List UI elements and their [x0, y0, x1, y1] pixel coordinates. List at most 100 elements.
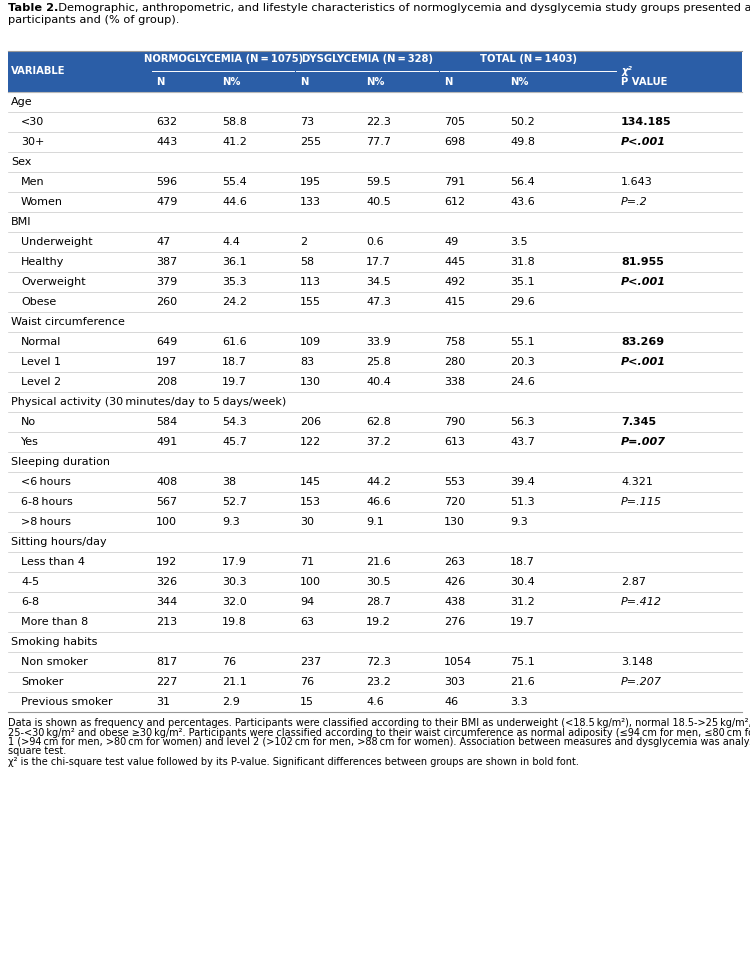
Text: 58: 58 — [300, 257, 314, 267]
Text: Smoking habits: Smoking habits — [11, 637, 98, 647]
Bar — [8, 692, 742, 712]
Text: 30.3: 30.3 — [222, 577, 247, 587]
Text: 553: 553 — [444, 477, 465, 487]
Text: 7.345: 7.345 — [621, 417, 656, 427]
Text: 3.3: 3.3 — [510, 697, 528, 707]
Text: P VALUE: P VALUE — [621, 77, 668, 87]
Text: 479: 479 — [156, 197, 177, 207]
Text: 83.269: 83.269 — [621, 337, 664, 347]
Text: <6 hours: <6 hours — [21, 477, 70, 487]
Text: 56.3: 56.3 — [510, 417, 535, 427]
Text: 55.4: 55.4 — [222, 177, 247, 187]
Text: square test.: square test. — [8, 746, 66, 757]
Text: 55.1: 55.1 — [510, 337, 535, 347]
Text: 130: 130 — [444, 517, 465, 527]
Text: 817: 817 — [156, 657, 177, 667]
Bar — [8, 332, 742, 352]
Text: Sitting hours/day: Sitting hours/day — [11, 537, 106, 547]
Text: 790: 790 — [444, 417, 465, 427]
Text: 4-5: 4-5 — [21, 577, 39, 587]
Text: N%: N% — [510, 77, 529, 87]
Text: 260: 260 — [156, 297, 177, 307]
Text: 40.5: 40.5 — [366, 197, 391, 207]
Text: 35.1: 35.1 — [510, 277, 535, 287]
Text: 41.2: 41.2 — [222, 137, 247, 147]
Bar — [8, 412, 742, 432]
Text: 25.8: 25.8 — [366, 357, 391, 367]
Text: 23.2: 23.2 — [366, 677, 391, 687]
Text: Healthy: Healthy — [21, 257, 64, 267]
Text: 46.6: 46.6 — [366, 497, 391, 507]
Text: 46: 46 — [444, 697, 458, 707]
Text: 15: 15 — [300, 697, 314, 707]
Text: 649: 649 — [156, 337, 177, 347]
Text: Normal: Normal — [21, 337, 62, 347]
Bar — [8, 552, 742, 572]
Text: 33.9: 33.9 — [366, 337, 391, 347]
Text: 100: 100 — [156, 517, 177, 527]
Text: 18.7: 18.7 — [510, 557, 535, 567]
Text: 63: 63 — [300, 617, 314, 627]
Text: 31: 31 — [156, 697, 170, 707]
Text: 720: 720 — [444, 497, 465, 507]
Text: Level 1: Level 1 — [21, 357, 61, 367]
Text: 71: 71 — [300, 557, 314, 567]
Text: 122: 122 — [300, 437, 321, 447]
Text: 39.4: 39.4 — [510, 477, 535, 487]
Text: 426: 426 — [444, 577, 465, 587]
Text: P=.207: P=.207 — [621, 677, 662, 687]
Text: 35.3: 35.3 — [222, 277, 247, 287]
Text: 37.2: 37.2 — [366, 437, 391, 447]
Text: 54.3: 54.3 — [222, 417, 247, 427]
Text: 47.3: 47.3 — [366, 297, 391, 307]
Text: 6-8 hours: 6-8 hours — [21, 497, 73, 507]
Text: 1 (>94 cm for men, >80 cm for women) and level 2 (>102 cm for men, >88 cm for wo: 1 (>94 cm for men, >80 cm for women) and… — [8, 737, 750, 747]
Text: 2.9: 2.9 — [222, 697, 240, 707]
Text: Data is shown as frequency and percentages. Participants were classified accordi: Data is shown as frequency and percentag… — [8, 718, 750, 728]
Bar — [8, 612, 742, 632]
Bar — [8, 152, 742, 172]
Text: 49: 49 — [444, 237, 458, 247]
Bar — [8, 92, 742, 112]
Text: P=.412: P=.412 — [621, 597, 662, 607]
Text: 22.3: 22.3 — [366, 117, 391, 127]
Text: 24.6: 24.6 — [510, 377, 535, 387]
Text: Men: Men — [21, 177, 45, 187]
Text: 28.7: 28.7 — [366, 597, 391, 607]
Text: 21.1: 21.1 — [222, 677, 247, 687]
Text: 29.6: 29.6 — [510, 297, 535, 307]
Text: 19.2: 19.2 — [366, 617, 391, 627]
Text: 227: 227 — [156, 677, 177, 687]
Text: 705: 705 — [444, 117, 465, 127]
Text: Sex: Sex — [11, 157, 32, 167]
Text: Previous smoker: Previous smoker — [21, 697, 112, 707]
Text: <30: <30 — [21, 117, 44, 127]
Text: 21.6: 21.6 — [510, 677, 535, 687]
Text: 276: 276 — [444, 617, 465, 627]
Text: 303: 303 — [444, 677, 465, 687]
Text: 9.3: 9.3 — [222, 517, 240, 527]
Text: Sleeping duration: Sleeping duration — [11, 457, 110, 467]
Text: 134.185: 134.185 — [621, 117, 672, 127]
Text: 38: 38 — [222, 477, 236, 487]
Text: 387: 387 — [156, 257, 177, 267]
Text: 56.4: 56.4 — [510, 177, 535, 187]
Bar — [8, 672, 742, 692]
Text: 9.1: 9.1 — [366, 517, 384, 527]
Text: 40.4: 40.4 — [366, 377, 391, 387]
Text: Table 2.: Table 2. — [8, 3, 58, 13]
Text: Smoker: Smoker — [21, 677, 63, 687]
Text: Less than 4: Less than 4 — [21, 557, 85, 567]
Text: VARIABLE: VARIABLE — [11, 66, 65, 77]
Text: 408: 408 — [156, 477, 177, 487]
Text: 612: 612 — [444, 197, 465, 207]
Text: 49.8: 49.8 — [510, 137, 535, 147]
Text: 613: 613 — [444, 437, 465, 447]
Text: 44.6: 44.6 — [222, 197, 247, 207]
Text: N%: N% — [222, 77, 241, 87]
Bar — [8, 492, 742, 512]
Text: N: N — [444, 77, 452, 87]
Text: 153: 153 — [300, 497, 321, 507]
Text: 72.3: 72.3 — [366, 657, 391, 667]
Text: 30.5: 30.5 — [366, 577, 391, 587]
